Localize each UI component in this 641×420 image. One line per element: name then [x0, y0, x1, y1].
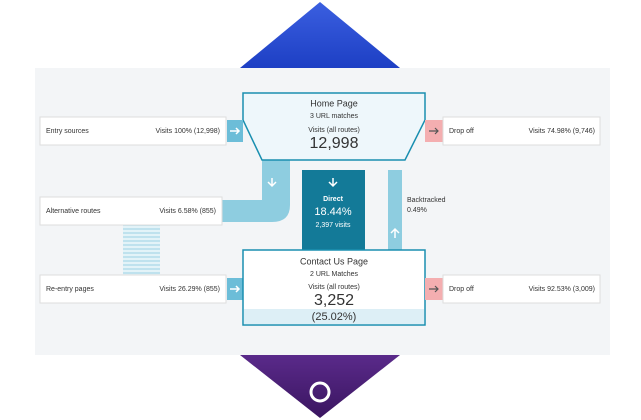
up-arrow	[390, 227, 400, 238]
entry-visits: Visits 100% (12,998)	[156, 128, 220, 135]
contact-visits-label: Visits (all routes)	[308, 284, 360, 291]
alt-flow	[222, 160, 290, 222]
reentry-visits: Visits 26.29% (855)	[159, 286, 220, 293]
entry-box[interactable]	[39, 116, 227, 146]
direct-visits: 2,397 visits	[315, 222, 351, 229]
contact-title: Contact Us Page	[300, 256, 368, 266]
alt-visits: Visits 6.58% (855)	[159, 208, 216, 215]
contact-band	[244, 309, 424, 324]
drop-label: Drop off	[449, 286, 474, 293]
reentry-box[interactable]	[39, 274, 227, 304]
backtracked-percent: 0.49%	[407, 207, 427, 214]
bottom-diamond	[240, 355, 400, 418]
direct-percent: 18.44%	[314, 206, 352, 218]
arrow	[429, 285, 439, 293]
home-title: Home Page	[310, 98, 358, 108]
top-diamond	[240, 2, 400, 68]
arrow	[230, 127, 241, 135]
backtracked-label: Backtracked	[407, 197, 446, 204]
arrow	[429, 127, 439, 135]
drop-visits: Visits 92.53% (3,009)	[529, 286, 595, 293]
logo	[309, 381, 331, 403]
arrow	[230, 285, 241, 293]
drop-label: Drop off	[449, 128, 474, 135]
home-matches: 3 URL matches	[310, 113, 358, 120]
drop-box[interactable]	[442, 116, 601, 146]
reentry-flow	[123, 225, 160, 275]
alt-label: Alternative routes	[46, 208, 101, 215]
contact-visits: 3,252	[314, 292, 354, 309]
contact-percent: (25.02%)	[312, 311, 357, 323]
alt-box[interactable]	[39, 196, 223, 226]
reentry-label: Re-entry pages	[46, 286, 94, 293]
drop-visits: Visits 74.98% (9,746)	[529, 128, 595, 135]
direct-label: Direct	[323, 196, 344, 203]
contact-matches: 2 URL Matches	[310, 271, 358, 278]
down-arrow	[267, 178, 277, 188]
home-visits: 12,998	[310, 135, 359, 152]
drop-box[interactable]	[442, 274, 601, 304]
entry-label: Entry sources	[46, 128, 89, 135]
down-arrow	[328, 178, 338, 188]
backtrack-flow	[388, 170, 402, 250]
home-visits-label: Visits (all routes)	[308, 127, 360, 134]
